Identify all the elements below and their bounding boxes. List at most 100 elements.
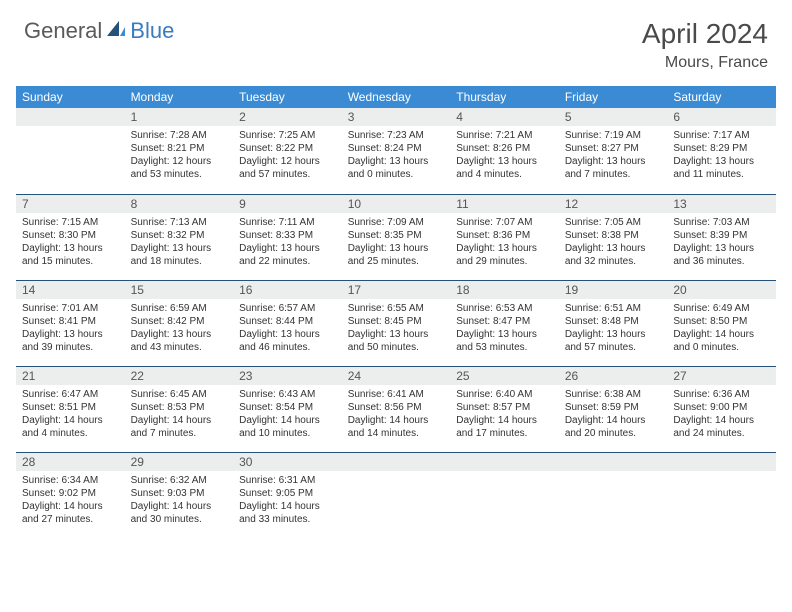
daylight-text: Daylight: 12 hours and 57 minutes. (239, 155, 336, 181)
calendar-day-cell: 21Sunrise: 6:47 AMSunset: 8:51 PMDayligh… (16, 366, 125, 452)
day-body: Sunrise: 7:21 AMSunset: 8:26 PMDaylight:… (450, 126, 559, 185)
calendar-day-cell (559, 452, 668, 538)
sunset-text: Sunset: 8:44 PM (239, 315, 336, 328)
sunrise-text: Sunrise: 7:03 AM (673, 216, 770, 229)
daylight-text: Daylight: 14 hours and 10 minutes. (239, 414, 336, 440)
sunrise-text: Sunrise: 7:13 AM (131, 216, 228, 229)
daylight-text: Daylight: 14 hours and 4 minutes. (22, 414, 119, 440)
day-number: 16 (233, 281, 342, 299)
daylight-text: Daylight: 13 hours and 4 minutes. (456, 155, 553, 181)
weekday-header: Sunday (16, 86, 125, 108)
calendar-day-cell: 15Sunrise: 6:59 AMSunset: 8:42 PMDayligh… (125, 280, 234, 366)
calendar-week-row: 7Sunrise: 7:15 AMSunset: 8:30 PMDaylight… (16, 194, 776, 280)
sunrise-text: Sunrise: 7:07 AM (456, 216, 553, 229)
day-body: Sunrise: 6:43 AMSunset: 8:54 PMDaylight:… (233, 385, 342, 444)
calendar-day-cell (667, 452, 776, 538)
day-body: Sunrise: 7:09 AMSunset: 8:35 PMDaylight:… (342, 213, 451, 272)
day-body: Sunrise: 6:41 AMSunset: 8:56 PMDaylight:… (342, 385, 451, 444)
calendar-day-cell: 9Sunrise: 7:11 AMSunset: 8:33 PMDaylight… (233, 194, 342, 280)
weekday-header-row: Sunday Monday Tuesday Wednesday Thursday… (16, 86, 776, 108)
calendar-day-cell: 13Sunrise: 7:03 AMSunset: 8:39 PMDayligh… (667, 194, 776, 280)
calendar-day-cell: 3Sunrise: 7:23 AMSunset: 8:24 PMDaylight… (342, 108, 451, 194)
day-body: Sunrise: 6:38 AMSunset: 8:59 PMDaylight:… (559, 385, 668, 444)
daylight-text: Daylight: 13 hours and 43 minutes. (131, 328, 228, 354)
calendar-week-row: 21Sunrise: 6:47 AMSunset: 8:51 PMDayligh… (16, 366, 776, 452)
sunrise-text: Sunrise: 6:31 AM (239, 474, 336, 487)
daylight-text: Daylight: 14 hours and 20 minutes. (565, 414, 662, 440)
day-body: Sunrise: 6:36 AMSunset: 9:00 PMDaylight:… (667, 385, 776, 444)
sunset-text: Sunset: 8:36 PM (456, 229, 553, 242)
day-number: 20 (667, 281, 776, 299)
day-number (16, 108, 125, 126)
daylight-text: Daylight: 13 hours and 36 minutes. (673, 242, 770, 268)
day-body: Sunrise: 7:19 AMSunset: 8:27 PMDaylight:… (559, 126, 668, 185)
day-number: 12 (559, 195, 668, 213)
day-number: 25 (450, 367, 559, 385)
day-body: Sunrise: 6:59 AMSunset: 8:42 PMDaylight:… (125, 299, 234, 358)
sunset-text: Sunset: 8:56 PM (348, 401, 445, 414)
sunset-text: Sunset: 8:50 PM (673, 315, 770, 328)
day-number: 22 (125, 367, 234, 385)
day-number: 24 (342, 367, 451, 385)
calendar-day-cell: 6Sunrise: 7:17 AMSunset: 8:29 PMDaylight… (667, 108, 776, 194)
daylight-text: Daylight: 14 hours and 0 minutes. (673, 328, 770, 354)
calendar-day-cell: 26Sunrise: 6:38 AMSunset: 8:59 PMDayligh… (559, 366, 668, 452)
sunrise-text: Sunrise: 6:40 AM (456, 388, 553, 401)
header: General Blue April 2024 Mours, France (0, 0, 792, 80)
daylight-text: Daylight: 13 hours and 57 minutes. (565, 328, 662, 354)
daylight-text: Daylight: 14 hours and 33 minutes. (239, 500, 336, 526)
sunset-text: Sunset: 8:33 PM (239, 229, 336, 242)
day-number: 23 (233, 367, 342, 385)
daylight-text: Daylight: 14 hours and 7 minutes. (131, 414, 228, 440)
daylight-text: Daylight: 12 hours and 53 minutes. (131, 155, 228, 181)
day-body: Sunrise: 7:17 AMSunset: 8:29 PMDaylight:… (667, 126, 776, 185)
sunrise-text: Sunrise: 6:47 AM (22, 388, 119, 401)
daylight-text: Daylight: 13 hours and 46 minutes. (239, 328, 336, 354)
day-body: Sunrise: 7:23 AMSunset: 8:24 PMDaylight:… (342, 126, 451, 185)
sunset-text: Sunset: 8:26 PM (456, 142, 553, 155)
day-number (667, 453, 776, 471)
day-number: 13 (667, 195, 776, 213)
day-number: 28 (16, 453, 125, 471)
day-number: 18 (450, 281, 559, 299)
day-number: 27 (667, 367, 776, 385)
month-title: April 2024 (642, 18, 768, 50)
sunset-text: Sunset: 8:21 PM (131, 142, 228, 155)
day-body: Sunrise: 6:40 AMSunset: 8:57 PMDaylight:… (450, 385, 559, 444)
calendar-day-cell: 8Sunrise: 7:13 AMSunset: 8:32 PMDaylight… (125, 194, 234, 280)
day-body: Sunrise: 6:49 AMSunset: 8:50 PMDaylight:… (667, 299, 776, 358)
sunrise-text: Sunrise: 7:23 AM (348, 129, 445, 142)
calendar-day-cell: 14Sunrise: 7:01 AMSunset: 8:41 PMDayligh… (16, 280, 125, 366)
calendar-day-cell: 23Sunrise: 6:43 AMSunset: 8:54 PMDayligh… (233, 366, 342, 452)
sunset-text: Sunset: 8:39 PM (673, 229, 770, 242)
daylight-text: Daylight: 13 hours and 18 minutes. (131, 242, 228, 268)
sunset-text: Sunset: 9:05 PM (239, 487, 336, 500)
sunset-text: Sunset: 9:00 PM (673, 401, 770, 414)
sunset-text: Sunset: 8:59 PM (565, 401, 662, 414)
location: Mours, France (642, 54, 768, 72)
sunrise-text: Sunrise: 7:09 AM (348, 216, 445, 229)
sunset-text: Sunset: 8:41 PM (22, 315, 119, 328)
day-body: Sunrise: 7:13 AMSunset: 8:32 PMDaylight:… (125, 213, 234, 272)
day-body: Sunrise: 6:34 AMSunset: 9:02 PMDaylight:… (16, 471, 125, 530)
sunrise-text: Sunrise: 6:34 AM (22, 474, 119, 487)
day-body: Sunrise: 7:07 AMSunset: 8:36 PMDaylight:… (450, 213, 559, 272)
calendar-day-cell: 4Sunrise: 7:21 AMSunset: 8:26 PMDaylight… (450, 108, 559, 194)
day-body: Sunrise: 6:47 AMSunset: 8:51 PMDaylight:… (16, 385, 125, 444)
calendar-day-cell: 5Sunrise: 7:19 AMSunset: 8:27 PMDaylight… (559, 108, 668, 194)
sunrise-text: Sunrise: 7:15 AM (22, 216, 119, 229)
daylight-text: Daylight: 13 hours and 29 minutes. (456, 242, 553, 268)
calendar-day-cell: 25Sunrise: 6:40 AMSunset: 8:57 PMDayligh… (450, 366, 559, 452)
day-body: Sunrise: 7:03 AMSunset: 8:39 PMDaylight:… (667, 213, 776, 272)
sunrise-text: Sunrise: 6:59 AM (131, 302, 228, 315)
sunset-text: Sunset: 8:47 PM (456, 315, 553, 328)
title-block: April 2024 Mours, France (642, 18, 768, 72)
sunset-text: Sunset: 8:29 PM (673, 142, 770, 155)
daylight-text: Daylight: 14 hours and 14 minutes. (348, 414, 445, 440)
day-body: Sunrise: 6:57 AMSunset: 8:44 PMDaylight:… (233, 299, 342, 358)
day-body: Sunrise: 7:11 AMSunset: 8:33 PMDaylight:… (233, 213, 342, 272)
day-body: Sunrise: 6:53 AMSunset: 8:47 PMDaylight:… (450, 299, 559, 358)
calendar-day-cell (342, 452, 451, 538)
day-number: 17 (342, 281, 451, 299)
calendar-day-cell: 10Sunrise: 7:09 AMSunset: 8:35 PMDayligh… (342, 194, 451, 280)
